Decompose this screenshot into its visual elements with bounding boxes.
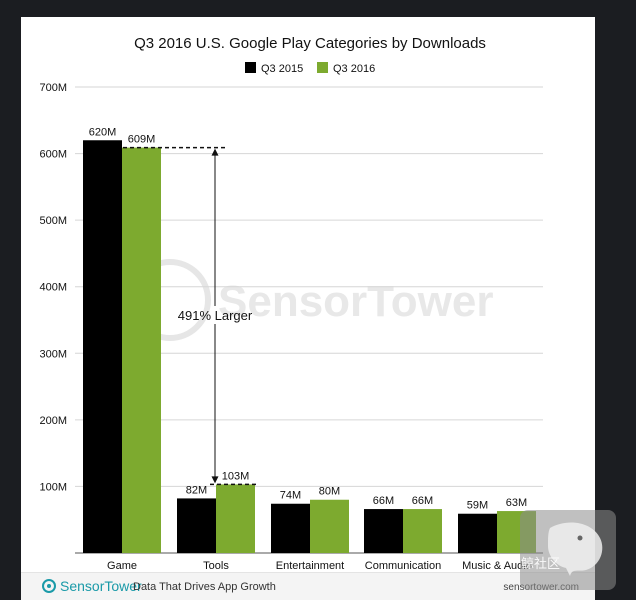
- sensortower-logo: SensorTower: [42, 578, 142, 594]
- legend-label: Q3 2015: [261, 63, 303, 75]
- x-tick-label: Music & Audio: [462, 560, 532, 572]
- y-tick-label: 400M: [39, 282, 67, 294]
- annotation-label: 491% Larger: [178, 308, 253, 323]
- bar: [310, 499, 349, 553]
- annotation: 491% Larger: [123, 146, 256, 486]
- y-tick-label: 500M: [39, 215, 67, 227]
- whale-icon: [548, 522, 603, 576]
- x-tick-label: Game: [107, 560, 137, 572]
- bar: [271, 503, 310, 553]
- bar: [216, 484, 255, 553]
- legend-label: Q3 2016: [333, 63, 375, 75]
- legend-swatch: [317, 62, 328, 73]
- annotation-arrow-down-icon: [211, 476, 219, 484]
- bar: [177, 498, 216, 553]
- data-label: 620M: [89, 126, 117, 138]
- y-tick-label: 700M: [39, 82, 67, 94]
- bar: [403, 509, 442, 553]
- watermark-text: SensorTower: [218, 277, 493, 326]
- chart-footer: SensorTower Data That Drives App Growth …: [21, 572, 595, 600]
- bar: [458, 513, 497, 553]
- bars: [83, 140, 536, 553]
- watermark: SensorTower: [129, 259, 493, 341]
- y-axis-ticks: 100M 200M 300M 400M 500M 600M 700M: [39, 82, 67, 493]
- data-label: 59M: [467, 500, 488, 512]
- data-label: 103M: [222, 470, 250, 482]
- data-label: 609M: [128, 134, 156, 146]
- x-axis-ticks: Game Tools Entertainment Communication Music…: [107, 560, 532, 572]
- y-tick-label: 200M: [39, 415, 67, 427]
- overlay-text: 白鲸社区: [520, 556, 560, 571]
- data-label: 63M: [506, 497, 527, 509]
- data-label: 82M: [186, 484, 207, 496]
- sensortower-logo-icon: [42, 579, 56, 593]
- data-label: 66M: [373, 495, 394, 507]
- overlay-watermark-badge: 白鲸社区: [520, 510, 616, 590]
- data-label: 66M: [412, 495, 433, 507]
- x-tick-label: Tools: [203, 560, 229, 572]
- footer-tagline: Data That Drives App Growth: [133, 581, 276, 593]
- y-tick-label: 600M: [39, 149, 67, 161]
- y-tick-label: 300M: [39, 348, 67, 360]
- x-tick-label: Communication: [365, 560, 441, 572]
- legend-swatch: [245, 62, 256, 73]
- annotation-arrow-up-icon: [211, 148, 219, 156]
- data-label: 80M: [319, 486, 340, 498]
- bar: [364, 509, 403, 553]
- chart-title: Q3 2016 U.S. Google Play Categories by D…: [134, 35, 486, 52]
- legend: Q3 2015 Q3 2016: [245, 62, 375, 75]
- y-tick-label: 100M: [39, 481, 67, 493]
- bar: [83, 140, 122, 553]
- x-tick-label: Entertainment: [276, 560, 344, 572]
- footer-brand: SensorTower: [60, 578, 142, 594]
- bar: [122, 147, 161, 553]
- data-labels: 620M 82M 74M 66M 59M 609M 103M 80M 66M 63M: [89, 126, 527, 511]
- data-label: 74M: [280, 490, 301, 502]
